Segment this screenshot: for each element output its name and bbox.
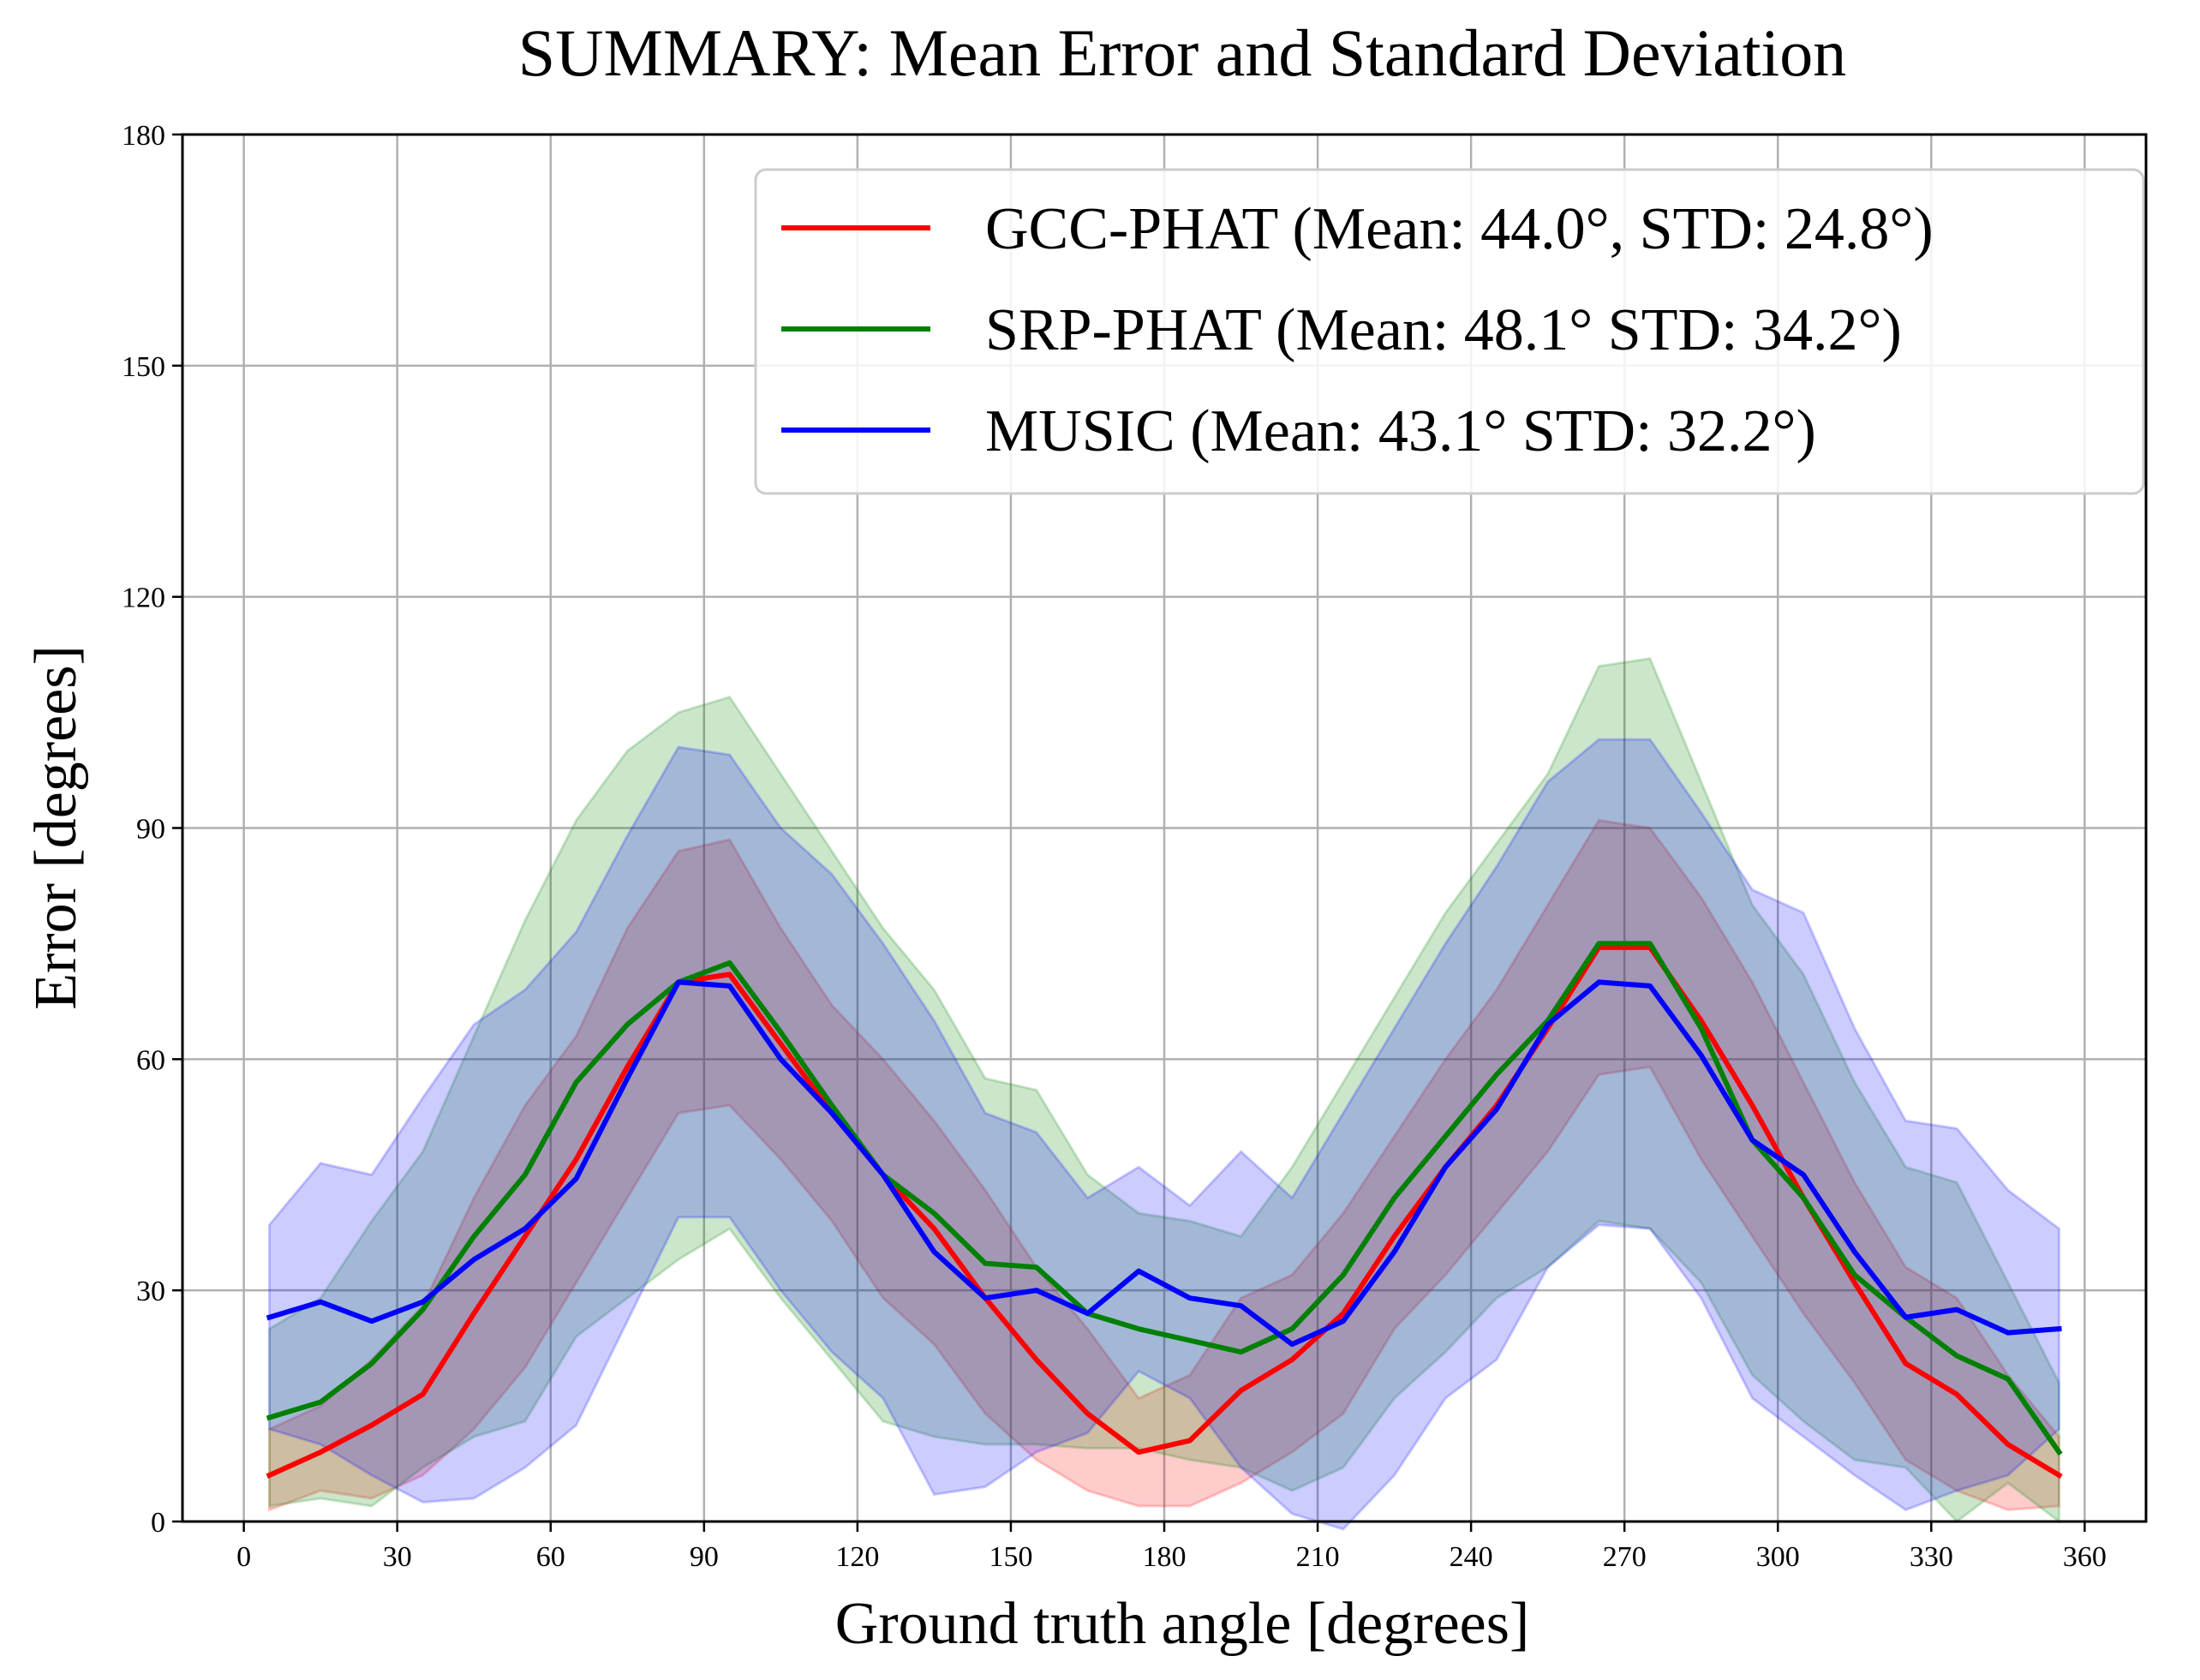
y-axis: 0 30 60 90 120 150 180 bbox=[122, 120, 182, 1539]
music-line bbox=[266, 979, 2062, 1348]
y-tick-label: 120 bbox=[122, 583, 165, 614]
x-tick-label: 360 bbox=[2063, 1541, 2107, 1573]
srp-phat-line bbox=[266, 941, 2063, 1456]
gcc-phat-line bbox=[266, 944, 2063, 1480]
x-tick-label: 150 bbox=[989, 1541, 1032, 1573]
chart-title: SUMMARY: Mean Error and Standard Deviati… bbox=[518, 15, 1846, 90]
y-tick-label: 0 bbox=[151, 1507, 165, 1539]
x-tick-label: 300 bbox=[1756, 1541, 1800, 1573]
x-tick-label: 30 bbox=[383, 1541, 412, 1573]
y-tick-label: 30 bbox=[136, 1276, 165, 1307]
y-tick-label: 150 bbox=[122, 351, 165, 383]
legend-box bbox=[754, 168, 2145, 495]
y-tick-label: 90 bbox=[136, 814, 165, 846]
series-lines bbox=[266, 941, 2063, 1480]
x-tick-label: 60 bbox=[536, 1541, 565, 1573]
legend-gcc-phat-label: GCC-PHAT (Mean: 44.0°, STD: 24.8°) bbox=[985, 196, 1934, 262]
legend-music-label: MUSIC (Mean: 43.1° STD: 32.2°) bbox=[985, 398, 1816, 464]
legend-srp-phat-label: SRP-PHAT (Mean: 48.1° STD: 34.2°) bbox=[985, 297, 1902, 363]
x-tick-label: 240 bbox=[1450, 1541, 1493, 1573]
x-tick-label: 270 bbox=[1603, 1541, 1647, 1573]
x-tick-label: 90 bbox=[690, 1541, 719, 1573]
x-tick-label: 330 bbox=[1910, 1541, 1953, 1573]
x-tick-label: 180 bbox=[1143, 1541, 1187, 1573]
y-axis-label: Error [degrees] bbox=[23, 645, 89, 1010]
y-tick-label: 60 bbox=[136, 1044, 165, 1076]
x-axis-label: Ground truth angle [degrees] bbox=[835, 1591, 1530, 1657]
x-tick-label: 0 bbox=[236, 1541, 251, 1573]
gcc-phat-std-band bbox=[267, 818, 2061, 1512]
x-tick-label: 120 bbox=[835, 1541, 879, 1573]
music-std-band bbox=[267, 738, 2061, 1531]
y-tick-label: 180 bbox=[122, 120, 165, 152]
x-axis: 0 30 60 90 120 150 180 210 240 270 300 330 360 bbox=[236, 1522, 2107, 1573]
legend: GCC-PHAT (Mean: 44.0°, STD: 24.8°) SRP-PH… bbox=[754, 168, 2145, 495]
x-tick-label: 210 bbox=[1296, 1541, 1340, 1573]
